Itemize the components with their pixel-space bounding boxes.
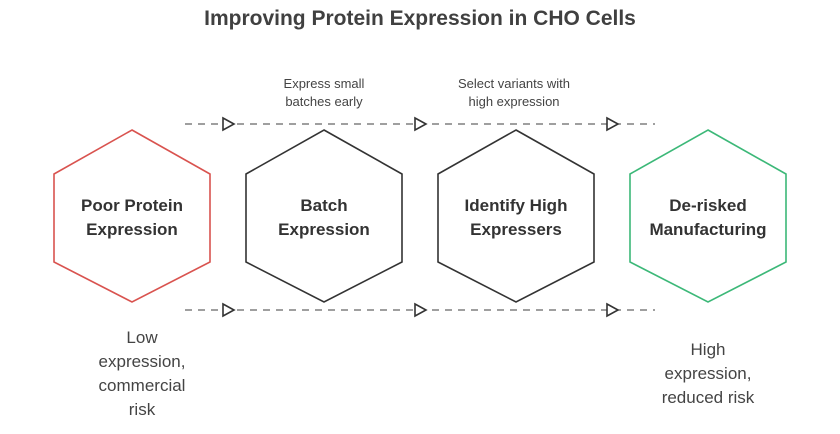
page-title: Improving Protein Expression in CHO Cell… — [204, 7, 636, 30]
arrow-right-icon — [222, 302, 236, 318]
arrow-right-icon — [222, 116, 236, 132]
stage-label-batch-expression: Batch Expression — [278, 196, 370, 239]
arrow-right-icon — [414, 116, 428, 132]
bottom-connector — [185, 302, 655, 318]
outcome-end: High expression, reduced risk — [661, 340, 755, 407]
outcome-start: Low expression, commercial risk — [98, 328, 186, 419]
stage-label-de-risked-manufacturing: De-risked Manufacturing — [649, 196, 767, 239]
stage-label-poor-protein-expression: Poor Protein Expression — [80, 196, 183, 239]
step-note-select-variants: Select variants with high expression — [458, 76, 570, 109]
hexagon-poor-protein-expression — [53, 129, 211, 303]
arrow-right-icon — [414, 302, 428, 318]
top-connector — [185, 116, 655, 132]
stage-label-identify-high-expressers: Identify High Expressers — [464, 196, 568, 239]
step-note-express-batches: Express small batches early — [283, 76, 365, 109]
hexagon-identify-high-expressers — [437, 129, 595, 303]
hexagon-batch-expression — [245, 129, 403, 303]
arrow-right-icon — [606, 116, 620, 132]
arrow-right-icon — [606, 302, 620, 318]
hexagon-de-risked-manufacturing — [629, 129, 787, 303]
